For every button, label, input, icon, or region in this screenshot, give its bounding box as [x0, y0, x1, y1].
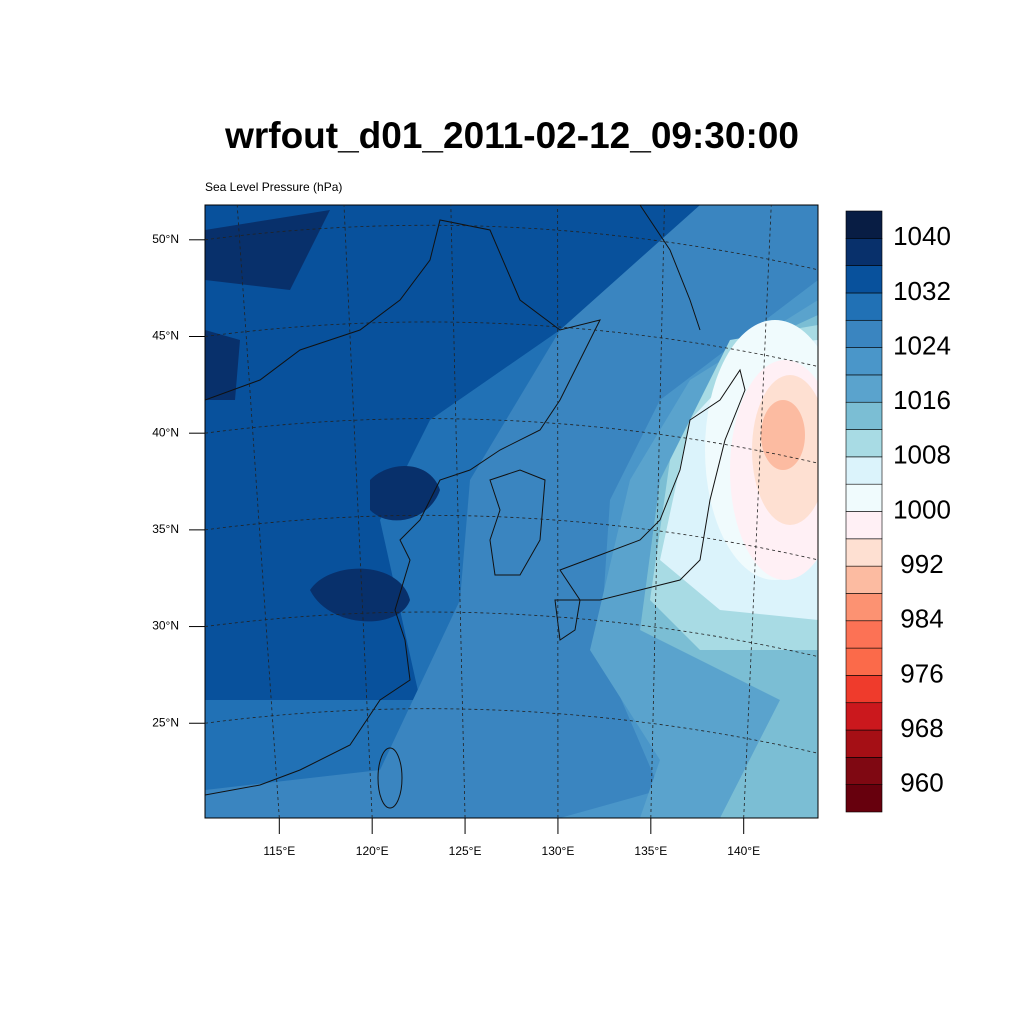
colorbar-box	[845, 647, 883, 676]
colorbar-box	[845, 429, 883, 458]
coastlines	[205, 205, 746, 809]
colorbar-label: 1024	[893, 330, 951, 360]
y-tick-label: 45°N	[152, 329, 179, 343]
grid-line	[205, 418, 818, 464]
map-frame	[204, 204, 819, 819]
pressure-field	[370, 466, 440, 521]
x-tick-label: 135°E	[634, 844, 667, 858]
colorbar-label: 976	[900, 658, 943, 688]
grid-line	[236, 205, 280, 818]
colorbar-label: 1000	[893, 494, 951, 524]
y-tick-label: 50°N	[152, 232, 179, 246]
grid-line	[205, 708, 818, 754]
colorbar-box	[845, 675, 883, 704]
colorbar-box	[845, 702, 883, 731]
colorbar-label: 1032	[893, 276, 951, 306]
colorbar-box	[845, 620, 883, 649]
pressure-field	[205, 210, 330, 290]
colorbar-box	[845, 401, 883, 430]
colorbar-box	[845, 456, 883, 485]
colorbar-label: 984	[900, 604, 943, 634]
y-tick-label: 40°N	[152, 425, 179, 439]
grid-line	[343, 205, 373, 818]
grid-line	[650, 205, 665, 818]
colorbar-label: 960	[900, 768, 943, 798]
graticule	[205, 205, 818, 818]
colorbar-label: 1008	[893, 440, 951, 470]
colorbar-box	[845, 565, 883, 594]
colorbar-label: 992	[900, 549, 943, 579]
colorbar-box	[845, 319, 883, 348]
title: wrfout_d01_2011-02-12_09:30:00	[224, 115, 799, 156]
colorbar-label: 1040	[893, 221, 951, 251]
colorbar-box	[845, 210, 883, 239]
pressure-field	[310, 568, 410, 622]
colorbar-box	[845, 347, 883, 376]
colorbar-box	[845, 292, 883, 321]
colorbar-box	[845, 538, 883, 567]
colorbar-box	[845, 483, 883, 512]
colorbar-box	[845, 238, 883, 266]
colorbar-box	[845, 511, 883, 540]
grid-line	[743, 205, 772, 818]
grid-line	[205, 514, 818, 561]
colorbar-box	[845, 374, 883, 403]
y-tick-label: 30°N	[152, 619, 179, 633]
colorbar-label: 1016	[893, 385, 951, 415]
x-tick-label: 130°E	[542, 844, 575, 858]
grid-line	[205, 321, 818, 367]
pressure-field	[205, 330, 240, 400]
colorbar-box	[845, 265, 883, 294]
grid-line	[450, 205, 466, 818]
x-tick-label: 125°E	[449, 844, 482, 858]
colorbar-box	[845, 784, 883, 813]
grid-line	[205, 611, 818, 657]
colorbar-label: 968	[900, 713, 943, 743]
colorbar-box	[845, 593, 883, 622]
grid-line	[205, 224, 818, 271]
x-tick-label: 120°E	[356, 844, 389, 858]
colorbar-box	[845, 757, 883, 785]
subtitle: Sea Level Pressure (hPa)	[205, 180, 342, 194]
x-tick-label: 140°E	[727, 844, 760, 858]
y-tick-label: 25°N	[152, 715, 179, 729]
y-tick-label: 35°N	[152, 522, 179, 536]
x-tick-label: 115°E	[263, 844, 295, 858]
map	[205, 205, 818, 818]
colorbar-box	[845, 729, 883, 758]
pressure-field	[761, 400, 805, 470]
